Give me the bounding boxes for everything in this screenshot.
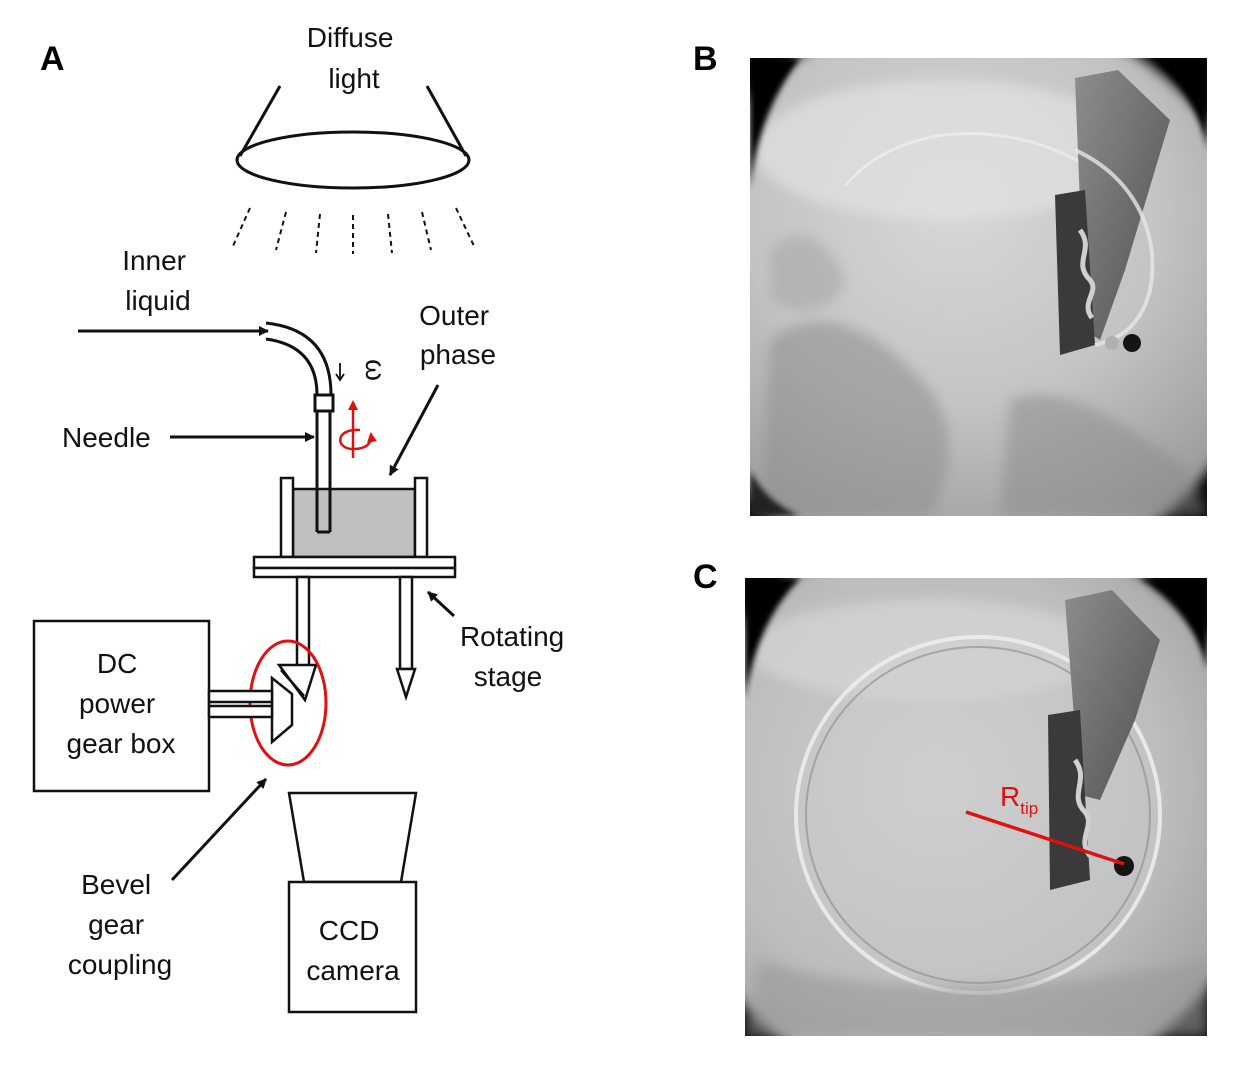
omega-label: ω [360,359,391,381]
bevel-coupling-label: Bevel gear coupling [68,869,172,980]
panel-c-letter: C [693,558,718,596]
panel-c-photo: C Rtip [693,558,1207,1036]
panel-b-letter: B [693,40,718,78]
diffuse-light-label: Diffuse light [307,22,401,94]
diffuse-light-lamp [235,85,471,190]
r-tip-line [965,810,1125,866]
bevel-coupling-arrow [170,777,268,882]
outer-phase-label: Outer phase [419,300,497,370]
outer-phase-liquid [291,487,417,559]
panel-a-diagram: A Diffuse light Inner liquid [32,22,572,1014]
panel-b-photo: B [693,40,1207,516]
needle [265,321,335,534]
rotating-stage-arrow [426,590,456,618]
rotating-stage [252,555,457,702]
r-tip-label: Rtip [1000,781,1038,818]
inner-liquid-label: Inner liquid [122,245,194,316]
bevel-gears [270,663,318,745]
needle-label: Needle [62,422,151,453]
drive-shaft [207,689,274,719]
ccd-camera [287,791,418,1014]
panel-a-letter: A [40,40,65,78]
outer-phase-arrow [388,384,440,476]
light-rays [232,207,475,254]
omega-vector: ω [335,359,391,458]
dc-power-gear-box [32,619,211,793]
rotating-stage-label: Rotating stage [460,621,572,692]
container [279,476,429,559]
dc-box-label: DC power gear box [67,648,176,759]
ccd-camera-label: CCD camera [306,915,400,986]
